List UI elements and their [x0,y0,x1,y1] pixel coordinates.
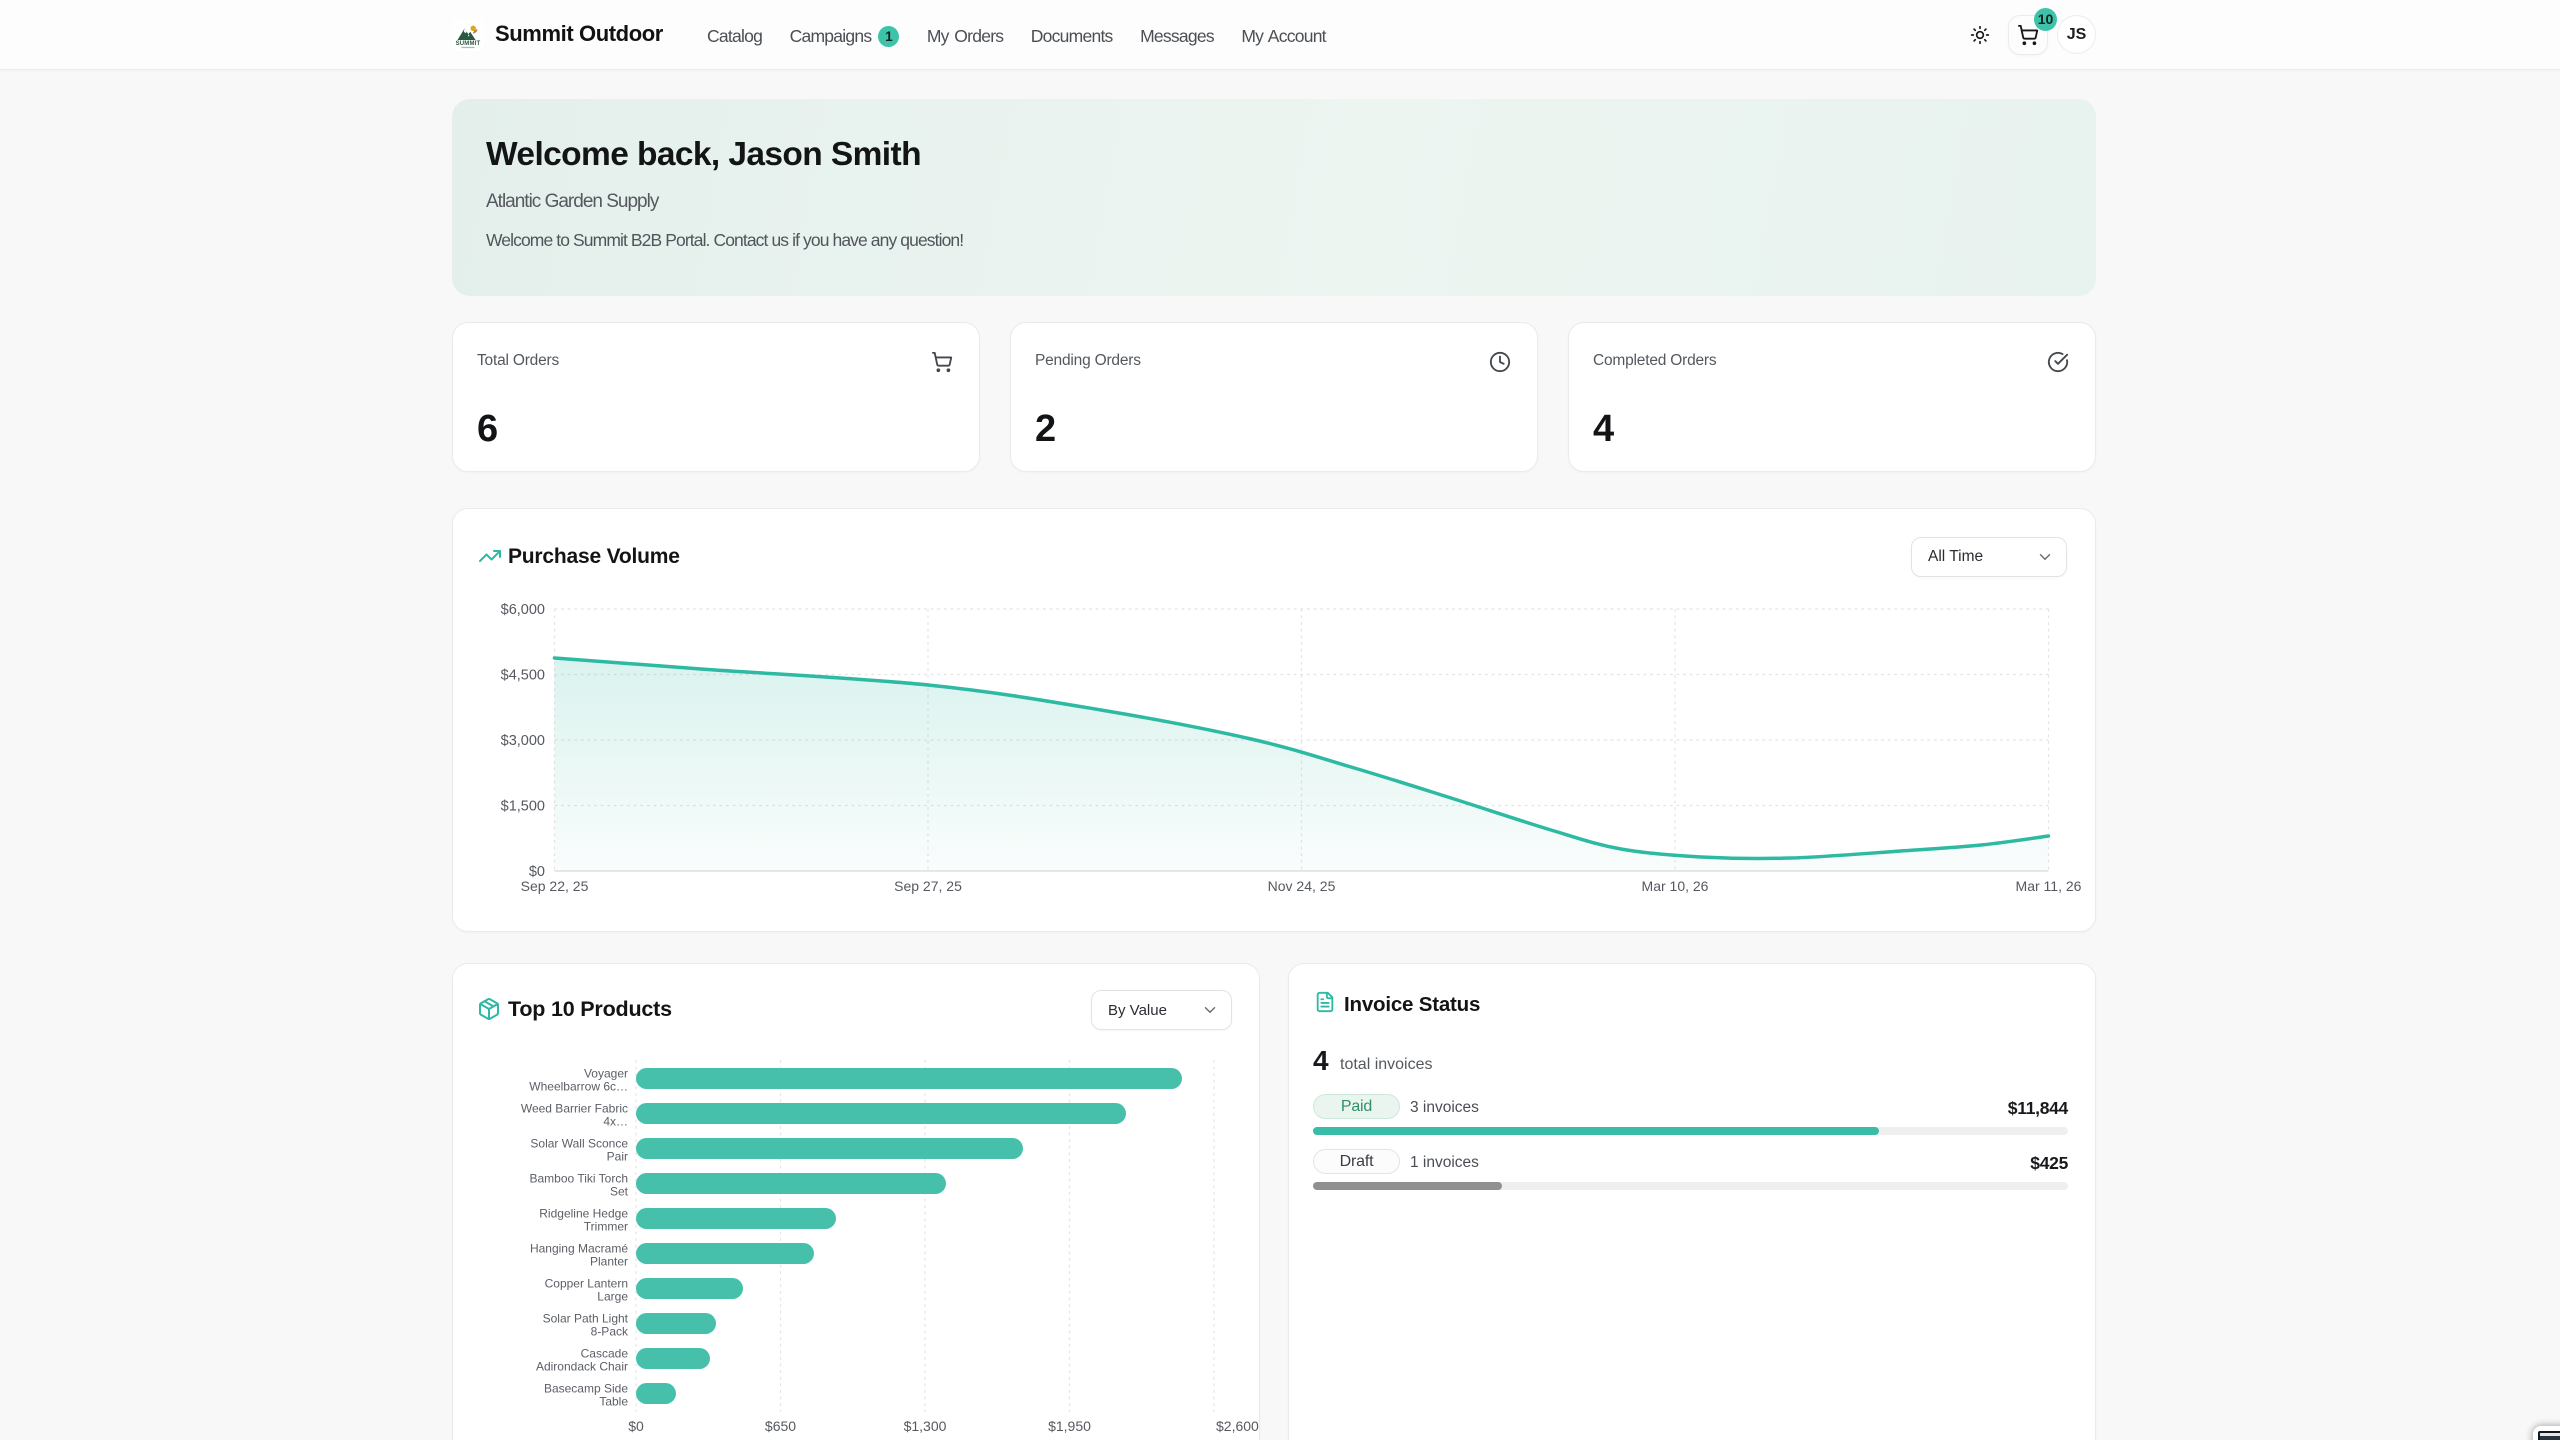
svg-text:Pair: Pair [607,1150,628,1164]
svg-text:Adirondack Chair: Adirondack Chair [536,1360,628,1374]
svg-text:Voyager: Voyager [584,1067,628,1081]
svg-text:Mar 10, 26: Mar 10, 26 [1642,878,1709,894]
svg-text:Solar Path Light: Solar Path Light [543,1312,629,1326]
svg-text:$6,000: $6,000 [501,602,545,618]
svg-text:$1,300: $1,300 [904,1418,947,1434]
svg-text:Hanging Macramé: Hanging Macramé [530,1242,628,1256]
svg-text:$1,950: $1,950 [1048,1418,1091,1434]
svg-text:$2,600: $2,600 [1216,1418,1259,1434]
svg-text:Wheelbarrow 6c…: Wheelbarrow 6c… [529,1080,628,1094]
svg-text:4x…: 4x… [603,1115,628,1129]
svg-text:Copper Lantern: Copper Lantern [545,1277,628,1291]
svg-text:Solar Wall Sconce: Solar Wall Sconce [530,1137,628,1151]
svg-text:Large: Large [597,1290,628,1304]
svg-text:Trimmer: Trimmer [584,1220,628,1234]
svg-text:Weed Barrier Fabric: Weed Barrier Fabric [521,1102,628,1116]
svg-text:Mar 11, 26: Mar 11, 26 [2016,878,2082,894]
svg-text:Table: Table [599,1395,628,1409]
svg-text:Sep 22, 25: Sep 22, 25 [521,878,589,894]
svg-text:Planter: Planter [590,1255,628,1269]
svg-text:Ridgeline Hedge: Ridgeline Hedge [539,1207,628,1221]
svg-text:Sep 27, 25: Sep 27, 25 [894,878,962,894]
svg-text:Set: Set [610,1185,629,1199]
svg-text:$4,500: $4,500 [501,668,545,684]
svg-text:$3,000: $3,000 [501,733,545,749]
svg-text:Basecamp Side: Basecamp Side [544,1382,628,1396]
svg-text:SUMMIT: SUMMIT [456,41,481,47]
svg-text:Nov 24, 25: Nov 24, 25 [1268,878,1336,894]
svg-text:$0: $0 [628,1418,644,1434]
svg-text:8-Pack: 8-Pack [591,1325,629,1339]
svg-text:$1,500: $1,500 [501,799,545,815]
svg-text:Cascade: Cascade [581,1347,629,1361]
svg-text:$650: $650 [765,1418,796,1434]
svg-text:Bamboo Tiki Torch: Bamboo Tiki Torch [530,1172,629,1186]
svg-text:$0: $0 [529,864,545,880]
